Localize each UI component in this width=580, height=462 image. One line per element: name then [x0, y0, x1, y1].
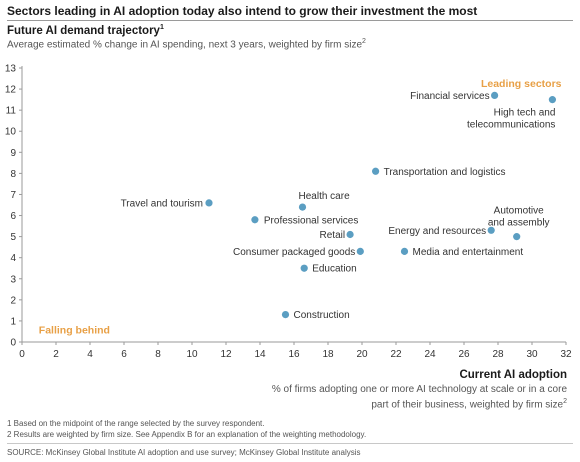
x-subtitle-footnote-marker: 2 [563, 398, 567, 405]
x-tick-label: 16 [288, 349, 300, 360]
source-divider [7, 443, 573, 444]
y-tick-label: 5 [10, 232, 16, 243]
x-tick-label: 12 [220, 349, 232, 360]
y-tick-label: 4 [10, 253, 16, 264]
point-label: Retail [320, 230, 346, 241]
y-tick-label: 1 [10, 316, 16, 327]
x-tick-label: 22 [390, 349, 402, 360]
footnote-1: 1 Based on the midpoint of the range sel… [7, 419, 265, 428]
y-tick-label: 11 [6, 106, 17, 117]
chart-title: Sectors leading in AI adoption today als… [7, 4, 478, 18]
x-tick-label: 2 [53, 349, 59, 360]
x-tick-label: 20 [356, 349, 368, 360]
data-point [356, 247, 364, 255]
x-tick-label: 32 [560, 349, 572, 360]
point-label-line: Automotive [494, 206, 544, 217]
data-point [281, 311, 290, 319]
x-tick-label: 14 [254, 349, 266, 360]
chart-points: Financial services High tech and telecommu… [39, 78, 562, 337]
point-label: Construction [294, 310, 350, 321]
y-tick-label: 9 [10, 148, 16, 159]
annotation-falling-behind: Falling behind [39, 324, 110, 336]
x-tick-label: 10 [186, 349, 198, 360]
point-label: Travel and tourism [121, 198, 203, 209]
x-tick-label: 4 [87, 349, 93, 360]
point-label: Consumer packaged goods [233, 247, 355, 258]
point-label: High tech and telecommunications [467, 108, 555, 131]
point-label: Education [312, 264, 356, 275]
x-axis-subtitle: % of firms adopting one or more AI techn… [271, 384, 567, 411]
point-label: Transportation and logistics [384, 167, 506, 178]
y-tick-label: 10 [5, 127, 17, 138]
x-tick-label: 18 [322, 349, 334, 360]
point-label-line: telecommunications [467, 120, 555, 131]
point-label-line: High tech and [494, 108, 556, 119]
point-label-line: and assembly [488, 218, 550, 229]
x-tick-label: 28 [492, 349, 504, 360]
data-point [487, 226, 495, 234]
y-tick-label: 13 [5, 64, 17, 75]
y-tick-label: 6 [10, 211, 16, 222]
x-tick-label: 26 [458, 349, 470, 360]
title-divider [7, 20, 573, 21]
y-tick-label: 7 [10, 190, 16, 201]
data-point [300, 264, 308, 272]
point-label: Financial services [410, 91, 489, 102]
point-label: Automotive and assembly [488, 206, 550, 229]
y-tick-label: 8 [10, 169, 16, 180]
y-axis-subtitle: Average estimated % change in AI spendin… [7, 38, 366, 51]
data-point [205, 199, 213, 207]
point-label: Media and entertainment [413, 247, 524, 258]
annotation-leading-sectors: Leading sectors [481, 78, 562, 90]
data-point [491, 91, 499, 99]
data-point [513, 233, 521, 241]
data-point [372, 167, 380, 175]
x-axis-title: Current AI adoption [459, 369, 567, 381]
x-tick-label: 30 [526, 349, 538, 360]
data-point [346, 230, 354, 239]
y-tick-label: 3 [10, 274, 16, 285]
data-point [400, 247, 409, 255]
y-subtitle-footnote-marker: 2 [362, 38, 366, 45]
y-tick-label: 0 [10, 338, 16, 349]
y-tick-label: 2 [10, 295, 16, 306]
data-point [298, 203, 307, 211]
point-label: Energy and resources [388, 226, 486, 237]
x-tick-label: 24 [424, 349, 436, 360]
data-point [251, 216, 259, 224]
footnote-2: 2 Results are weighted by firm size. See… [7, 430, 367, 439]
source-note: SOURCE: McKinsey Global Institute AI ado… [7, 448, 361, 457]
point-label: Professional services [264, 215, 358, 226]
data-point [548, 96, 557, 104]
x-tick-label: 8 [155, 349, 161, 360]
x-tick-label: 0 [19, 349, 25, 360]
y-tick-label: 12 [5, 85, 17, 96]
point-label: Health care [299, 191, 351, 202]
y-axis-title: Future AI demand trajectory1 [7, 24, 164, 37]
y-title-footnote-marker: 1 [159, 24, 164, 31]
x-tick-label: 6 [121, 349, 127, 360]
